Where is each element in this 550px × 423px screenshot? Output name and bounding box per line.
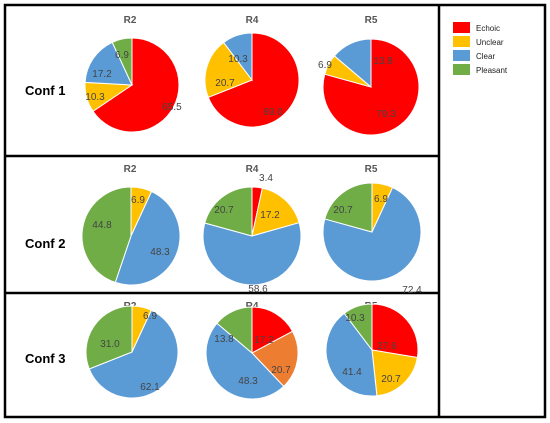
legend-swatch-clear [453,50,470,61]
pie-slice-echoic [251,306,294,354]
pie-data-label: 48.3 [150,247,170,258]
pie-slice-echoic [371,303,419,359]
pie-data-label: 6.9 [115,50,129,61]
pie-data-label: 6.9 [318,60,332,71]
row-label-conf2: Conf 2 [25,236,65,251]
row-label-conf1: Conf 1 [25,83,65,98]
pie-slice-pleasant [216,306,253,355]
pie-data-label: 13.8 [214,334,234,345]
pie-data-label: 20.7 [271,365,291,376]
pie-data-label: 65.5 [162,102,182,113]
pie-data-label: 6.9 [374,194,388,205]
pie-data-label: 10.3 [228,54,248,65]
pie-data-label: 20.7 [215,78,235,89]
pie-data-label: 20.7 [214,205,234,216]
legend-label-echoic: Echoic [476,24,500,33]
pie-data-label: 72.4 [402,285,422,296]
pie-data-label: 17.2 [254,335,274,346]
col-label-r4-row1: R4 [246,15,259,26]
pie-slice-clear [325,312,378,397]
pie-slice-pleasant [343,303,373,352]
legend-label-pleasant: Pleasant [476,66,508,75]
pie-data-label: 17.2 [260,210,280,221]
pie-slice-pleasant [111,37,133,86]
pie-data-label: 62.1 [140,382,160,393]
pie-slice-echoic [92,37,180,133]
pie-slice-echoic [207,32,300,128]
pie-data-label: 6.9 [143,311,157,322]
pie-slice-pleasant [85,305,133,370]
pie-data-label: 6.9 [131,195,145,206]
pies-layer: 65.510.317.26.969.020.710.379.36.9 13.86.… [81,32,422,400]
row-label-conf3: Conf 3 [25,351,65,366]
pie-slice-r4c3_extra [251,330,299,388]
legend: Echoic Unclear Clear Pleasant [453,22,508,75]
pie-slice-unclear [204,41,253,98]
pie-slice-clear [114,190,181,286]
pie-data-label: 20.7 [333,205,353,216]
legend-label-unclear: Unclear [476,38,504,47]
legend-swatch-unclear [453,36,470,47]
pie-slice-pleasant [204,186,253,237]
col-label-r2-row2: R2 [124,164,137,175]
pie-data-label: 48.3 [238,376,258,387]
pie-data-label: 41.4 [342,367,362,378]
col-label-r5-row1: R5 [365,15,378,26]
pie-data-label: 27.6 [377,341,397,352]
pie-data-label: 31.0 [100,339,120,350]
legend-swatch-pleasant [453,64,470,75]
legend-label-clear: Clear [476,52,495,61]
pie-data-label: 10.3 [345,313,365,324]
pie-data-label: 79.3 [376,109,396,120]
pie-data-label: 20.7 [381,374,401,385]
pie-slice-clear [322,186,422,282]
outer-border [3,3,547,419]
pie-slice-clear [202,222,302,286]
pie-slice-clear [205,322,285,400]
col-label-r5-row2: R5 [365,164,378,175]
pie-slice-clear [222,32,253,82]
col-label-r4-row2: R4 [246,164,259,175]
pie-data-label: 58.6 [248,284,268,295]
pie-slice-unclear [251,187,300,237]
col-label-r2-row1: R2 [124,15,137,26]
pie-slice-clear [333,38,372,89]
pie-slice-pleasant [324,182,373,233]
legend-swatch-echoic [453,22,470,33]
pie-slice-pleasant [81,186,132,284]
pie-data-label: 13.8 [373,56,393,67]
pie-data-label: 3.4 [259,173,273,184]
pie-data-label: 17.2 [92,69,112,80]
pie-data-label: 10.3 [85,92,105,103]
pie-slice-unclear [371,349,418,397]
pie-data-label: 69.0 [263,107,283,118]
pie-data-label: 44.8 [92,220,112,231]
pie-slice-clear [88,309,179,399]
pie-slice-clear [84,41,133,86]
